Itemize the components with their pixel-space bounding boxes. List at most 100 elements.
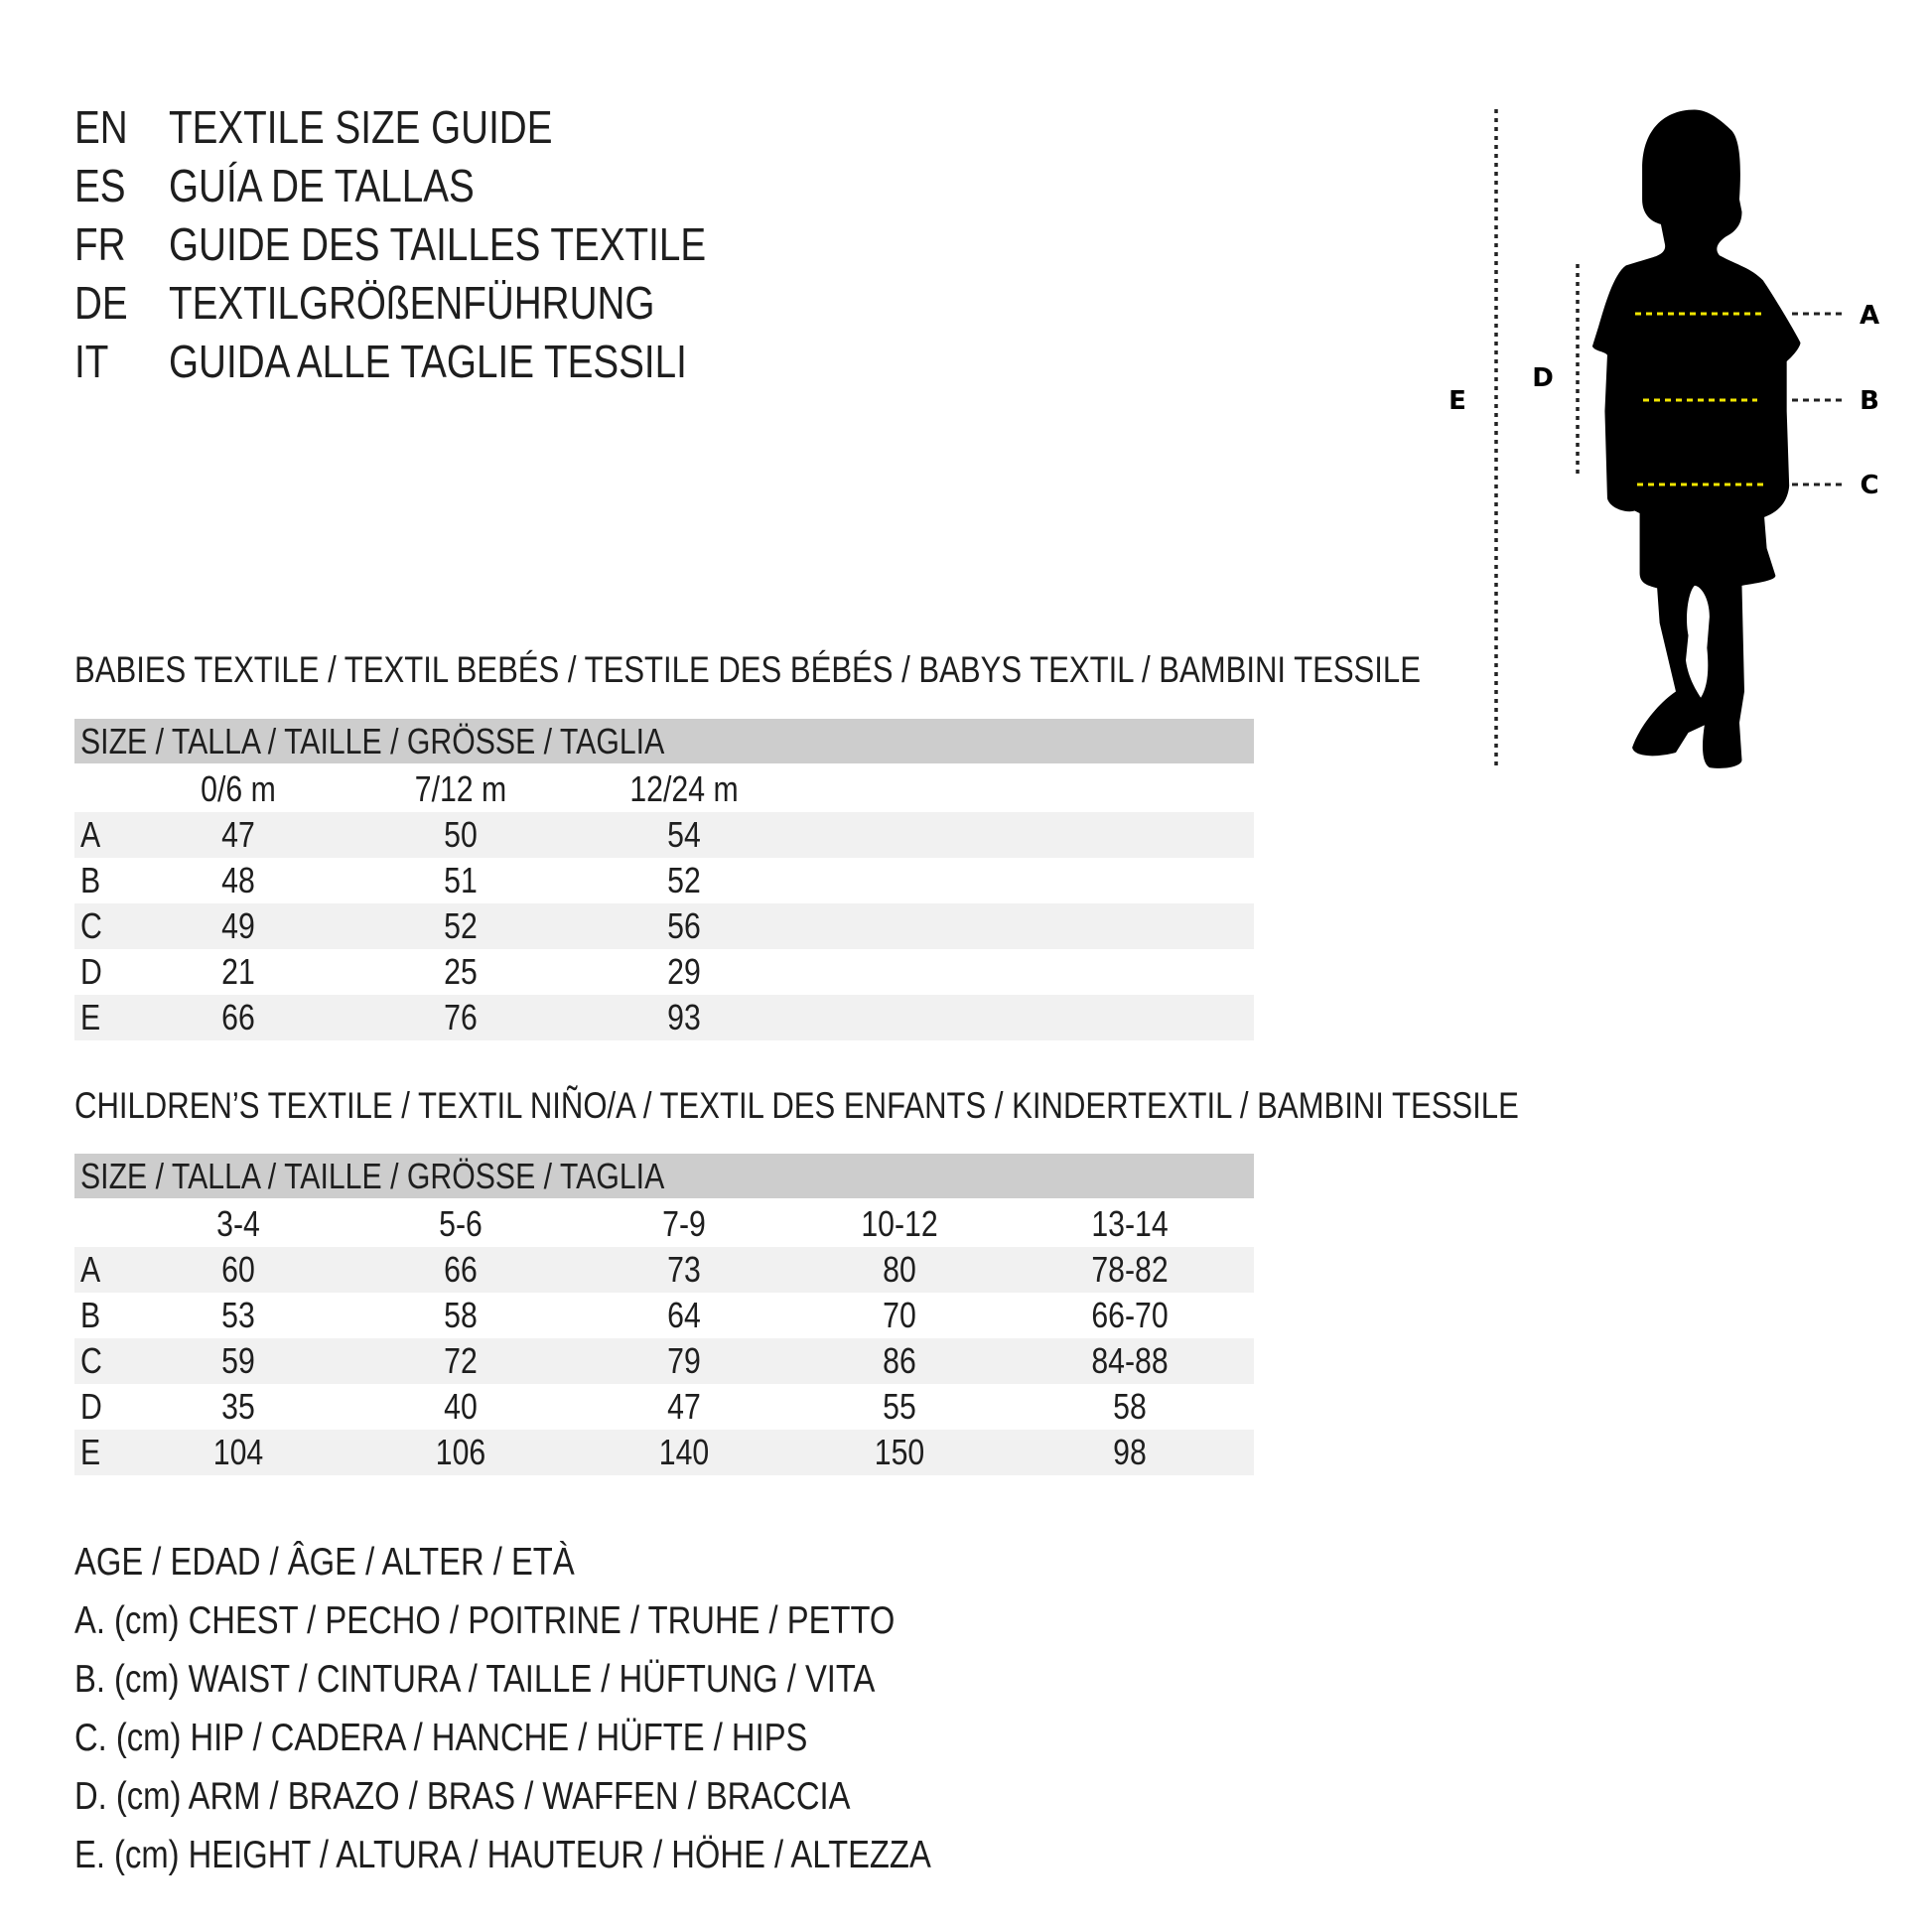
title-text: GUIDE DES TAILLES TEXTILE [169,218,707,270]
legend-line: D. (cm) ARM / BRAZO / BRAS / WAFFEN / BR… [74,1771,998,1823]
table-cell: 47 [221,814,255,855]
table-cell: 56 [667,905,701,946]
table-cell: 72 [444,1340,478,1381]
babies-column-headers: 0/6 m 7/12 m 12/24 m [74,766,1254,812]
column-header: 0/6 m [201,768,276,809]
row-label: A [80,1249,101,1290]
table-cell: 58 [444,1295,478,1335]
column-header: 10-12 [861,1203,938,1244]
table-cell: 78-82 [1091,1249,1169,1290]
table-cell: 29 [667,951,701,992]
title-text: GUIDA ALLE TAGLIE TESSILI [169,336,687,387]
table-cell: 55 [883,1386,916,1427]
table-cell: 86 [883,1340,916,1381]
row-label: C [80,905,102,946]
table-cell: 35 [221,1386,255,1427]
table-cell: 59 [221,1340,255,1381]
table-row: C 59 72 79 86 84-88 [74,1338,1254,1384]
row-label: B [80,860,101,900]
table-cell: 84-88 [1091,1340,1169,1381]
table-cell: 98 [1113,1432,1147,1472]
table-cell: 49 [221,905,255,946]
row-label: E [80,1432,101,1472]
table-cell: 64 [667,1295,701,1335]
table-cell: 53 [221,1295,255,1335]
table-row: A 47 50 54 [74,812,1254,858]
legend-line: A. (cm) CHEST / PECHO / POITRINE / TRUHE… [74,1595,1051,1647]
table-row: B 53 58 64 70 66-70 [74,1293,1254,1338]
label-b: B [1860,386,1879,416]
language-code: DE [74,277,128,329]
legend-text: A. (cm) CHEST / PECHO / POITRINE / TRUHE… [74,1599,896,1642]
table-cell: 140 [658,1432,710,1472]
legend-line: C. (cm) HIP / CADERA / HANCHE / HÜFTE / … [74,1713,947,1764]
table-row: D 21 25 29 [74,949,1254,995]
language-code: FR [74,218,126,270]
table-cell: 73 [667,1249,701,1290]
table-cell: 79 [667,1340,701,1381]
table-cell: 60 [221,1249,255,1290]
row-label: C [80,1340,102,1381]
title-text: TEXTILGRÖßENFÜHRUNG [169,277,655,329]
legend-text: D. (cm) ARM / BRAZO / BRAS / WAFFEN / BR… [74,1775,851,1818]
row-label: A [80,814,101,855]
column-header: 7/12 m [414,768,507,809]
heading-text: CHILDREN’S TEXTILE / TEXTIL NIÑO/A / TEX… [74,1085,1519,1126]
children-size-header: SIZE / TALLA / TAILLE / GRÖSSE / TAGLIA [74,1154,1254,1198]
legend-line: B. (cm) WAIST / CINTURA / TAILLE / HÜFTU… [74,1654,1028,1706]
legend-text: E. (cm) HEIGHT / ALTURA / HAUTEUR / HÖHE… [74,1834,931,1876]
row-label: E [80,997,101,1037]
label-a: A [1860,301,1879,331]
table-cell: 66-70 [1091,1295,1169,1335]
table-row: C 49 52 56 [74,903,1254,949]
table-row: A 60 66 73 80 78-82 [74,1247,1254,1293]
row-label: D [80,951,102,992]
table-cell: 80 [883,1249,916,1290]
children-heading: CHILDREN’S TEXTILE / TEXTIL NIÑO/A / TEX… [74,1083,1794,1129]
children-column-headers: 3-4 5-6 7-9 10-12 13-14 [74,1201,1254,1247]
table-row: B 48 51 52 [74,858,1254,903]
column-header: 13-14 [1091,1203,1169,1244]
row-label: D [80,1386,102,1427]
row-label: B [80,1295,101,1335]
language-code: ES [74,160,126,211]
legend-text: B. (cm) WAIST / CINTURA / TAILLE / HÜFTU… [74,1658,876,1701]
column-header: 3-4 [216,1203,260,1244]
table-cell: 47 [667,1386,701,1427]
babies-size-header: SIZE / TALLA / TAILLE / GRÖSSE / TAGLIA [74,719,1254,763]
title-text: TEXTILE SIZE GUIDE [169,101,553,153]
table-cell: 54 [667,814,701,855]
table-cell: 66 [221,997,255,1037]
legend-line: AGE / EDAD / ÂGE / ALTER / ETÀ [74,1537,670,1588]
table-cell: 21 [221,951,255,992]
size-header-text: SIZE / TALLA / TAILLE / GRÖSSE / TAGLIA [80,721,665,761]
table-cell: 58 [1113,1386,1147,1427]
heading-text: BABIES TEXTILE / TEXTIL BEBÉS / TESTILE … [74,649,1421,690]
column-header: 12/24 m [629,768,739,809]
size-header-text: SIZE / TALLA / TAILLE / GRÖSSE / TAGLIA [80,1156,665,1196]
babies-heading: BABIES TEXTILE / TEXTIL BEBÉS / TESTILE … [74,647,1677,693]
language-code: IT [74,336,109,387]
table-cell: 48 [221,860,255,900]
column-header: 5-6 [439,1203,483,1244]
label-e: E [1449,386,1466,416]
language-code: EN [74,101,128,153]
table-cell: 76 [444,997,478,1037]
label-d: D [1532,363,1554,393]
table-cell: 25 [444,951,478,992]
title-text: GUÍA DE TALLAS [169,160,475,211]
table-cell: 70 [883,1295,916,1335]
table-cell: 50 [444,814,478,855]
legend-line: E. (cm) HEIGHT / ALTURA / HAUTEUR / HÖHE… [74,1830,1094,1881]
legend-text: AGE / EDAD / ÂGE / ALTER / ETÀ [74,1541,575,1584]
child-silhouette [1591,109,1801,768]
table-cell: 66 [444,1249,478,1290]
table-cell: 106 [435,1432,486,1472]
label-c: C [1860,471,1878,500]
column-header: 7-9 [662,1203,706,1244]
table-cell: 150 [874,1432,925,1472]
table-cell: 40 [444,1386,478,1427]
table-row: E 66 76 93 [74,995,1254,1040]
table-cell: 52 [444,905,478,946]
